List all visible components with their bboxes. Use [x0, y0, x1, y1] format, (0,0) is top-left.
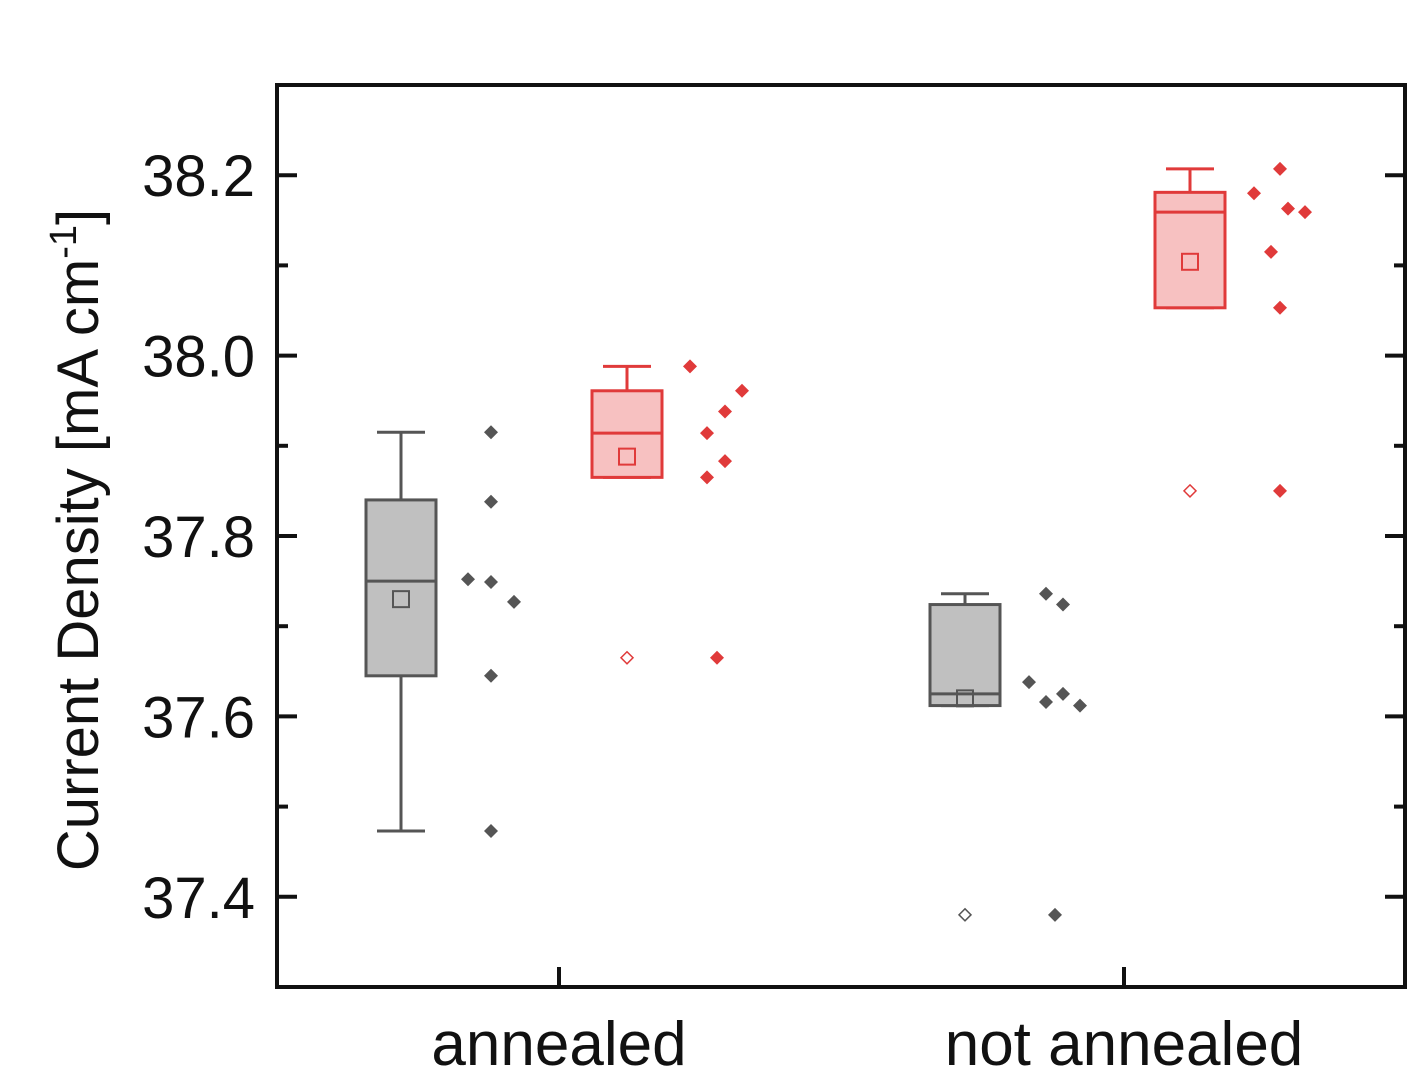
data-point — [1298, 205, 1312, 220]
data-point — [1273, 483, 1287, 498]
x-category-label: not annealed — [945, 1010, 1304, 1079]
data-point — [1048, 907, 1062, 922]
data-point — [484, 494, 498, 509]
data-point — [484, 575, 498, 590]
data-point — [1273, 161, 1287, 176]
y-tick-label: 38.2 — [142, 144, 255, 209]
axes: 37.4 37.6 37.8 38.0 38.2 annealed not annealed — [142, 144, 1405, 1079]
mean-marker — [956, 689, 974, 708]
box-group-annealed-gray — [364, 425, 521, 838]
data-point — [1022, 675, 1036, 690]
data-point — [735, 383, 749, 398]
y-axis-title: Current Density [mA cm-1] — [43, 209, 111, 871]
mean-marker — [1181, 252, 1199, 271]
data-point — [1056, 597, 1070, 612]
data-point — [700, 470, 714, 485]
outlier-marker — [619, 650, 635, 665]
y-axis-title-superscript: -1 — [43, 225, 85, 259]
data-point — [718, 404, 732, 419]
data-point — [683, 359, 697, 374]
data-point — [1273, 300, 1287, 315]
data-point — [1281, 201, 1295, 216]
data-point — [700, 426, 714, 441]
y-axis-title-main: Current Density [mA cm — [46, 259, 111, 871]
plot-frame — [275, 83, 1407, 989]
data-point — [1056, 686, 1070, 701]
box-group-annealed-red — [590, 359, 749, 665]
outlier-marker — [957, 907, 973, 922]
y-tick-label: 38.0 — [142, 325, 255, 390]
data-point — [484, 425, 498, 440]
data-point — [1247, 186, 1261, 201]
data-point — [718, 454, 732, 469]
box-group-not-annealed-red — [1153, 161, 1312, 498]
x-category-label: annealed — [431, 1010, 686, 1079]
data-point — [461, 572, 475, 587]
data-point — [1039, 586, 1053, 601]
data-point — [507, 594, 521, 609]
box-group-not-annealed-gray — [928, 586, 1087, 922]
y-tick-label: 37.4 — [142, 866, 255, 931]
y-tick-label: 37.8 — [142, 505, 255, 570]
data-point — [1073, 698, 1087, 713]
data-point — [484, 823, 498, 838]
data-point — [1264, 244, 1278, 259]
data-point — [1039, 694, 1053, 709]
mean-marker — [392, 590, 410, 609]
data-point — [710, 650, 724, 665]
data-point — [484, 668, 498, 683]
iqr-box — [364, 498, 438, 678]
y-tick-label: 37.6 — [142, 685, 255, 750]
plot-marks — [364, 161, 1312, 922]
mean-marker — [618, 447, 636, 466]
outlier-marker — [1182, 483, 1198, 498]
iqr-box — [1153, 190, 1227, 310]
y-axis-title-close: ] — [46, 209, 111, 225]
